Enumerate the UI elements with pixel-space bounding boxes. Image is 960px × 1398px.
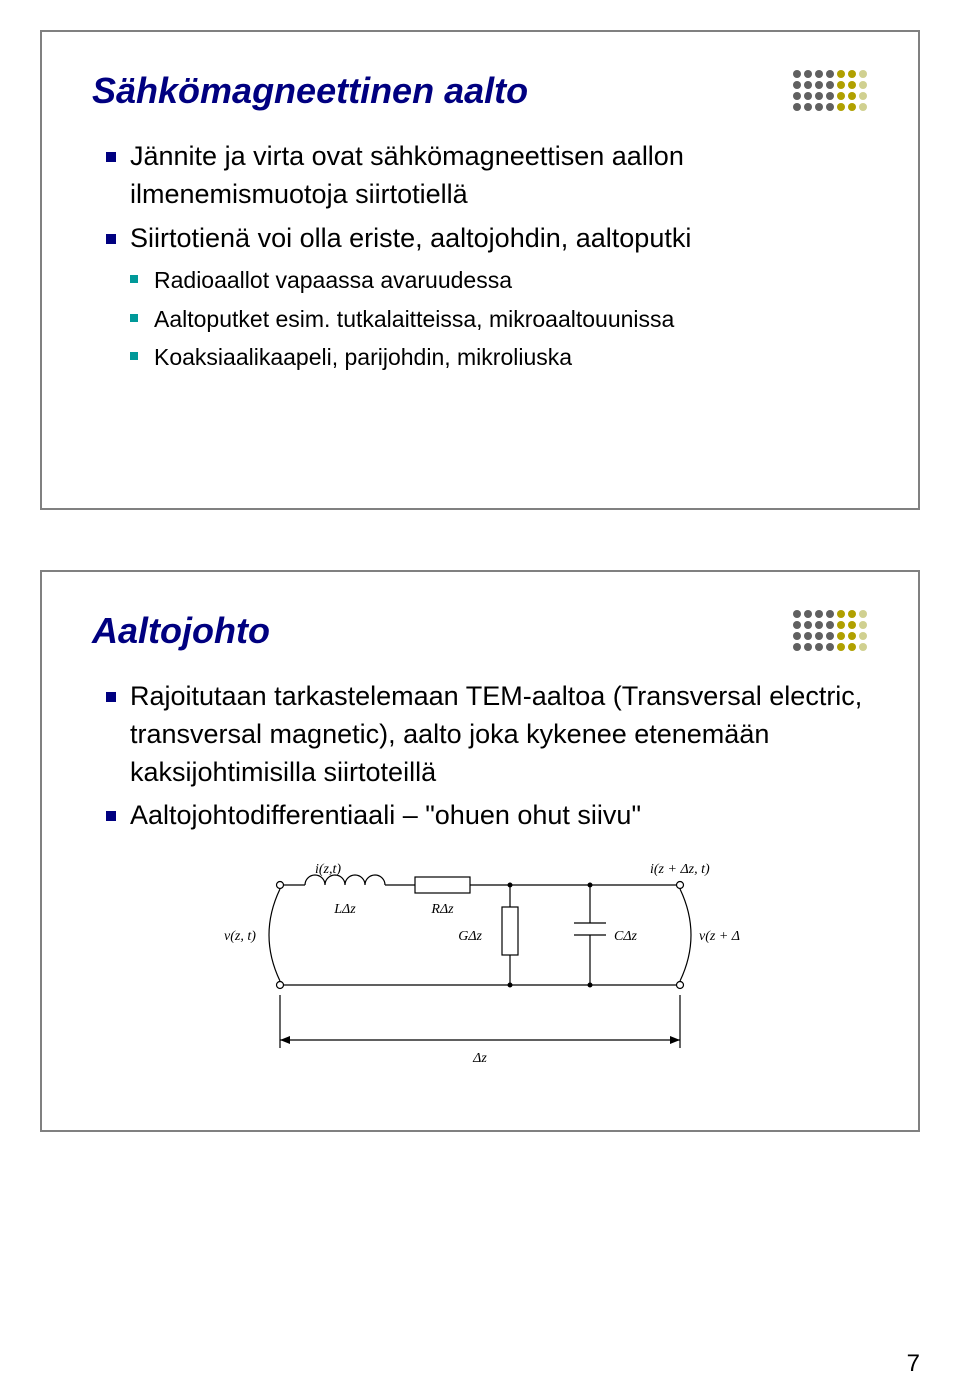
deco-dot <box>837 70 845 78</box>
deco-dot <box>826 92 834 100</box>
deco-dot <box>837 610 845 618</box>
deco-dot <box>826 81 834 89</box>
deco-dot <box>859 70 867 78</box>
deco-dot <box>848 70 856 78</box>
deco-dot <box>837 81 845 89</box>
slide-1-bullets: Jännite ja virta ovat sähkömagneettisen … <box>92 138 868 375</box>
deco-dot <box>848 81 856 89</box>
deco-dot <box>848 632 856 640</box>
bullet-item: Aaltojohtodifferentiaali – "ohuen ohut s… <box>102 797 868 835</box>
deco-dot <box>815 92 823 100</box>
deco-dot <box>804 103 812 111</box>
deco-dot <box>837 92 845 100</box>
deco-dot <box>826 621 834 629</box>
svg-text:v(z + Δz, t): v(z + Δz, t) <box>699 929 740 944</box>
circuit-diagram: i(z,t) i(z + Δz, t) v(z, t) v(z + Δz, t) LΔz… <box>92 845 868 1080</box>
bullet-item: Rajoitutaan tarkastelemaan TEM-aaltoa (T… <box>102 678 868 791</box>
deco-dot <box>848 621 856 629</box>
deco-dot <box>859 643 867 651</box>
slide-2: Aaltojohto Rajoitutaan tarkastelemaan TE… <box>40 570 920 1132</box>
deco-dot <box>793 610 801 618</box>
deco-dot <box>793 632 801 640</box>
deco-dot <box>815 643 823 651</box>
dot-grid-deco <box>793 70 868 112</box>
deco-dot <box>815 103 823 111</box>
deco-dot <box>859 81 867 89</box>
sub-bullet-item: Koaksiaalikaapeli, parijohdin, mikrolius… <box>130 340 868 375</box>
svg-text:CΔz: CΔz <box>614 929 638 944</box>
page-number: 7 <box>907 1350 920 1378</box>
deco-dot <box>859 92 867 100</box>
slide-1-header: Sähkömagneettinen aalto <box>92 70 868 112</box>
deco-dot <box>815 632 823 640</box>
sub-bullet-item: Aaltoputket esim. tutkalaitteissa, mikro… <box>130 302 868 337</box>
slide-2-bullets: Rajoitutaan tarkastelemaan TEM-aaltoa (T… <box>92 678 868 835</box>
deco-dot <box>804 610 812 618</box>
deco-dot <box>837 632 845 640</box>
deco-dot <box>859 632 867 640</box>
deco-dot <box>804 621 812 629</box>
deco-dot <box>815 70 823 78</box>
svg-text:Δz: Δz <box>472 1051 487 1066</box>
slide-2-header: Aaltojohto <box>92 610 868 652</box>
deco-dot <box>837 621 845 629</box>
deco-dot <box>815 610 823 618</box>
deco-dot <box>804 632 812 640</box>
deco-dot <box>793 70 801 78</box>
dot-grid-deco <box>793 610 868 652</box>
svg-text:v(z, t): v(z, t) <box>224 929 256 944</box>
deco-dot <box>837 103 845 111</box>
sub-bullet-list: Radioaallot vapaassa avaruudessa Aaltoput… <box>102 263 868 375</box>
svg-text:i(z,t): i(z,t) <box>315 862 341 877</box>
deco-dot <box>826 610 834 618</box>
svg-text:LΔz: LΔz <box>333 902 356 917</box>
slide-1: Sähkömagneettinen aalto Jännite ja virta… <box>40 30 920 510</box>
deco-dot <box>826 70 834 78</box>
svg-text:i(z + Δz, t): i(z + Δz, t) <box>650 862 710 877</box>
bullet-item: Siirtotienä voi olla eriste, aaltojohdin… <box>102 220 868 258</box>
deco-dot <box>859 621 867 629</box>
deco-dot <box>848 610 856 618</box>
svg-text:RΔz: RΔz <box>430 902 454 917</box>
deco-dot <box>837 643 845 651</box>
deco-dot <box>848 103 856 111</box>
deco-dot <box>859 610 867 618</box>
deco-dot <box>848 643 856 651</box>
deco-dot <box>804 81 812 89</box>
deco-dot <box>815 81 823 89</box>
deco-dot <box>826 643 834 651</box>
deco-dot <box>848 92 856 100</box>
deco-dot <box>826 103 834 111</box>
bullet-item: Jännite ja virta ovat sähkömagneettisen … <box>102 138 868 214</box>
deco-dot <box>815 621 823 629</box>
slide-1-title: Sähkömagneettinen aalto <box>92 70 528 112</box>
slide-2-title: Aaltojohto <box>92 610 270 652</box>
svg-text:GΔz: GΔz <box>458 929 482 944</box>
deco-dot <box>793 103 801 111</box>
deco-dot <box>826 632 834 640</box>
circuit-svg: i(z,t) i(z + Δz, t) v(z, t) v(z + Δz, t) LΔz… <box>220 845 740 1075</box>
deco-dot <box>804 92 812 100</box>
deco-dot <box>859 103 867 111</box>
sub-bullet-item: Radioaallot vapaassa avaruudessa <box>130 263 868 298</box>
deco-dot <box>793 81 801 89</box>
deco-dot <box>804 643 812 651</box>
deco-dot <box>804 70 812 78</box>
deco-dot <box>793 621 801 629</box>
deco-dot <box>793 643 801 651</box>
deco-dot <box>793 92 801 100</box>
